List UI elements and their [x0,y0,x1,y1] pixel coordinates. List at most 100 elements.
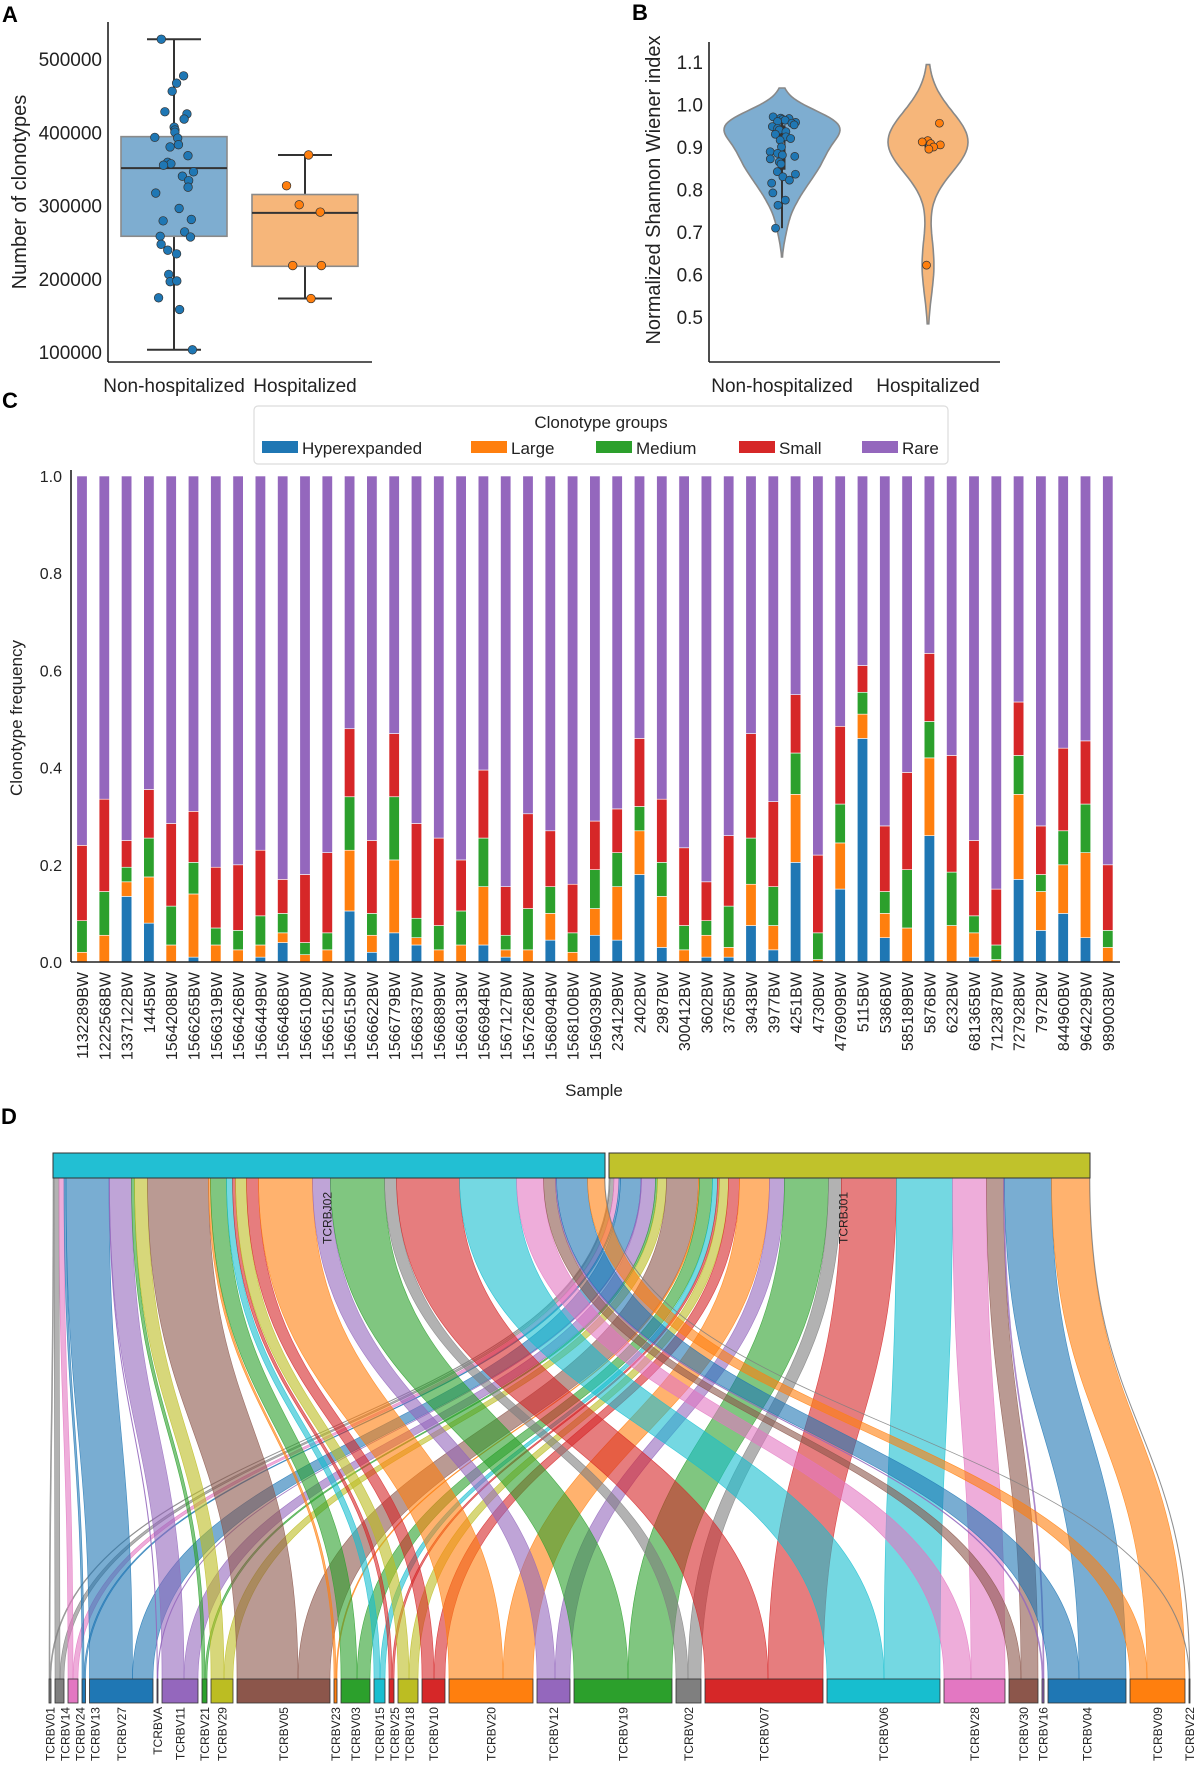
d-target-label: TCRBV03 [349,1707,363,1761]
c-bar-segment-rare [633,475,645,739]
c-x-tick-label: 1568094BW [543,971,560,1060]
d-links [48,1177,1191,1680]
b-data-point [776,159,786,169]
b-data-point [765,147,775,157]
c-bar-segment-rare [455,475,467,861]
c-bar-segment-rare [946,475,958,756]
d-link-tcrbj02-tcrbv14 [53,1177,61,1680]
c-bar-segment-large [678,949,690,963]
c-bar-segment-medium [633,806,645,832]
c-bar-segment-medium [254,915,266,946]
c-bar-segment-rare [522,475,534,815]
b-data-point [771,223,780,233]
c-bar-segment-hyperexpanded [633,874,645,963]
d-target-node-tcrbva [156,1678,159,1704]
c-bar-segment-rare [1057,475,1069,749]
c-x-tick-label: 4251BW [789,971,806,1033]
b-data-point [767,178,776,188]
c-bar-segment-large [544,913,556,941]
d-target-node-tcrbv10 [421,1678,446,1704]
c-x-tick-label: 3943BW [744,971,761,1033]
d-target-node-tcrbv28 [943,1678,1006,1704]
b-y-tick-label: 0.6 [677,266,703,287]
c-bar-segment-rare [923,475,935,654]
c-bar-segment-small [812,854,824,934]
a-data-point [174,203,184,214]
c-bar-segment-large [767,925,779,951]
c-bar-segment-medium [98,891,110,936]
c-legend-swatch-medium [596,441,632,453]
c-bar-segment-medium [834,803,846,844]
c-bar-segment-medium [1080,803,1092,853]
c-x-tick-label: 844960BW [1056,971,1073,1051]
c-bar-segment-large [76,951,88,963]
d-target-label: TCRBV23 [329,1707,343,1761]
c-x-tick-label: 1568100BW [566,971,583,1060]
a-data-point [155,231,165,241]
c-bar-segment-rare [98,475,110,800]
c-bar-segment-small [567,883,579,934]
c-x-tick-label: 3765BW [722,971,739,1033]
c-bar-segment-small [121,840,133,868]
c-bar-segment-medium [1035,874,1047,892]
c-x-tick-label: 1566913BW [454,971,471,1060]
c-bar-segment-large [946,925,958,963]
a-data-point [153,293,164,303]
c-bar-segment-medium [656,862,668,897]
c-bar-segment-small [366,840,378,914]
d-target-node-tcrbv05 [236,1678,331,1704]
c-x-tick-label: 989003BW [1101,971,1118,1051]
a-data-point [165,142,175,152]
b-y-tick-label: 1.1 [677,53,703,74]
c-bar-segment-rare [143,475,155,790]
c-bar-segment-rare [1013,475,1025,703]
c-bar-segment-large [856,713,868,739]
c-legend-swatch-rare [862,441,898,453]
c-bar-segment-medium [567,932,579,953]
c-bar-segment-small [477,769,489,839]
c-x-tick-label: 1337122BW [120,971,137,1060]
c-bar-segment-large [321,949,333,963]
c-bar-segment-large [299,954,311,963]
c-bar-segment-hyperexpanded [344,910,356,963]
b-y-tick-label: 0.9 [677,138,703,159]
a-data-point [177,171,188,181]
b-data-point [790,152,800,161]
b-data-point [786,134,795,143]
c-bar-segment-large [277,932,289,943]
c-bar-segment-small [745,733,757,839]
panel-label-b: B [632,0,648,25]
a-data-point [151,188,161,198]
b-violin [887,63,969,325]
c-bar-segment-medium [477,837,489,887]
c-bar-segment-large [923,757,935,836]
c-x-tick-label: 1566510BW [298,971,315,1060]
c-bar-segment-small [254,849,266,917]
c-bar-segment-medium [143,837,155,878]
a-data-point [174,304,185,315]
b-y-tick-label: 1.0 [677,96,703,117]
d-target-label: TCRBV29 [216,1707,230,1761]
c-bar-segment-rare [723,475,735,836]
d-source-node-tcrbj02 [52,1152,606,1179]
c-x-tick-label: 1566779BW [387,971,404,1060]
b-data-point [789,120,799,130]
d-target-label: TCRBV11 [174,1707,188,1760]
c-bar-segment-hyperexpanded [923,835,935,963]
c-x-tick-label: 964229BW [1079,971,1096,1051]
c-bar-segment-small [968,840,980,917]
c-bar-segment-medium [767,886,779,926]
a-data-point [316,260,327,271]
d-nodes: TCRBV01 TCRBV14 TCRBV24 TCRBV13 TCRBV27 TCRBV… [44,1152,1197,1761]
c-bar-segment-small [901,772,913,870]
c-bar-segment-large [589,908,601,936]
c-y-tick-label: 0.4 [40,761,62,778]
d-target-label: TCRBV16 [1037,1707,1051,1761]
c-bar-segment-rare [344,475,356,730]
c-bar-segment-hyperexpanded [745,925,757,963]
d-target-label: TCRBV21 [198,1707,212,1761]
a-data-point [186,214,196,225]
c-bar-segment-large [1080,852,1092,939]
c-x-tick-label: 1567268BW [521,971,538,1060]
